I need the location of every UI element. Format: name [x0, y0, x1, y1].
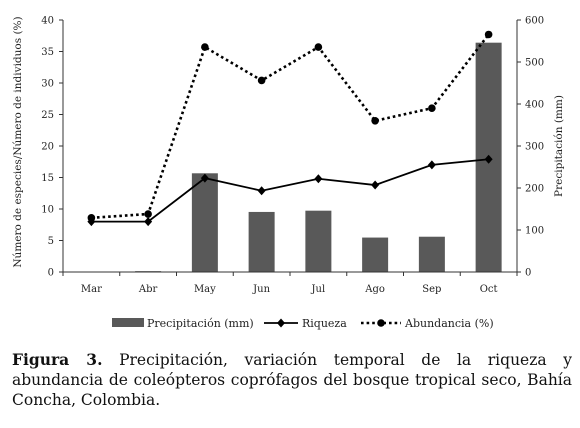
left-tick-label: 20: [41, 142, 54, 153]
riqueza-point-sep: [427, 160, 436, 170]
left-tick-label: 30: [41, 79, 54, 90]
left-tick-label: 10: [41, 205, 54, 216]
left-tick-label: 5: [48, 236, 54, 247]
left-tick-label: 15: [41, 173, 54, 184]
right-tick-label: 400: [525, 100, 544, 111]
left-tick-label: 35: [41, 47, 54, 58]
bar-may: [191, 173, 218, 272]
right-tick-label: 0: [525, 268, 531, 279]
legend-marker-abundancia: [377, 319, 385, 327]
riqueza-point-may: [200, 173, 209, 183]
lines-layer: [87, 30, 493, 227]
x-tick-label-sep: Sep: [422, 284, 441, 295]
abundancia-point-jun: [257, 76, 266, 85]
riqueza-point-jul: [314, 174, 323, 184]
left-tick-label: 0: [48, 268, 54, 279]
right-tick-label: 300: [525, 142, 544, 153]
abundancia-point-oct: [484, 30, 493, 39]
legend-label-abundancia: Abundancia (%): [404, 317, 494, 330]
legend-label-precipitacion: Precipitación (mm): [147, 317, 254, 330]
x-tick-label-jun: Jun: [252, 284, 270, 295]
legend-swatch-precipitacion: [112, 318, 144, 327]
left-axis-title: Número de especies/Número de individuos …: [12, 16, 24, 267]
right-tick-label: 600: [525, 16, 544, 27]
riqueza-point-ago: [371, 180, 380, 190]
bar-layer: [78, 42, 502, 273]
bar-ago: [362, 237, 389, 272]
abundancia-point-abr: [144, 210, 152, 218]
riqueza-point-jun: [257, 186, 266, 196]
legend: Precipitación (mm) Riqueza Abundancia (%): [112, 317, 494, 330]
x-tick-label-abr: Abr: [138, 284, 158, 295]
bar-sep: [418, 236, 445, 272]
abundancia-point-mar: [87, 214, 96, 222]
right-tick-label: 100: [525, 226, 544, 237]
series-line-riqueza: [91, 158, 489, 223]
caption-label: Figura 3.: [12, 350, 103, 369]
abundancia-point-may: [201, 43, 209, 51]
x-tick-label-mar: Mar: [81, 284, 102, 295]
left-tick-label: 40: [41, 16, 54, 27]
x-tick-label-ago: Ago: [364, 284, 385, 295]
right-tick-label: 200: [525, 184, 544, 195]
right-axis-title: Precipitación (mm): [553, 95, 565, 197]
caption-text: Precipitación, variación temporal de la …: [12, 351, 572, 409]
x-tick-label-jul: Jul: [311, 284, 326, 295]
right-tick-label: 500: [525, 58, 544, 69]
left-tick-label: 25: [41, 110, 54, 121]
abundancia-point-ago: [371, 117, 379, 125]
legend-label-riqueza: Riqueza: [302, 317, 347, 330]
series-line-abundancia: [91, 33, 490, 220]
abundancia-point-sep: [428, 104, 436, 112]
riqueza-point-oct: [484, 154, 493, 164]
figure-caption: Figura 3. Precipitación, variación tempo…: [12, 350, 572, 410]
bar-jul: [305, 210, 332, 272]
bar-jun: [248, 211, 275, 272]
x-tick-label-may: May: [194, 284, 216, 295]
riqueza-point-abr: [144, 217, 153, 227]
legend-marker-riqueza: [277, 318, 285, 328]
abundancia-point-jul: [314, 43, 323, 51]
x-tick-label-oct: Oct: [480, 284, 498, 295]
